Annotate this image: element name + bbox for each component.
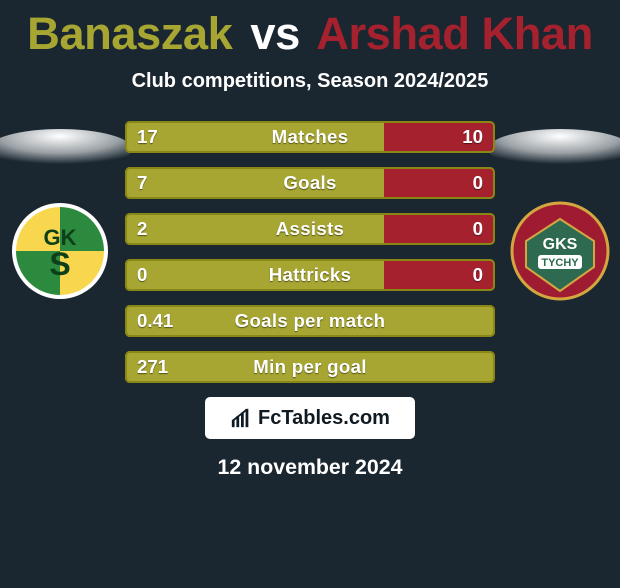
fctables-brand-text: FcTables.com	[258, 407, 390, 430]
team-left-logo: GK S	[10, 201, 110, 301]
left-side-graphic: GK S	[0, 121, 140, 281]
stat-row: 0.41 Goals per match	[125, 305, 495, 337]
stat-value-right: 0	[473, 264, 483, 286]
stat-value-left: 2	[137, 218, 147, 240]
player1-name: Banaszak	[27, 8, 232, 59]
stat-label: Assists	[276, 218, 344, 240]
stat-row: 17 10 Matches	[125, 121, 495, 153]
right-side-graphic: GKS TYCHY	[480, 121, 620, 281]
stat-value-left: 17	[137, 126, 158, 148]
fctables-badge: FcTables.com	[205, 397, 415, 439]
stat-bars: 17 10 Matches 7 0 Goals 2 0 Assists 0 0 Hattricks 0.…	[125, 121, 495, 383]
stat-value-left: 0.41	[137, 310, 173, 332]
svg-text:S: S	[49, 246, 70, 282]
stat-row: 7 0 Goals	[125, 167, 495, 199]
stat-label: Goals	[283, 172, 336, 194]
chart-icon	[230, 407, 252, 429]
stat-label: Goals per match	[235, 310, 386, 332]
bar-fill-left	[125, 213, 384, 245]
stat-value-left: 0	[137, 264, 147, 286]
stat-row: 271 Min per goal	[125, 351, 495, 383]
stat-value-right: 0	[473, 218, 483, 240]
comparison-title: Banaszak vs Arshad Khan	[0, 8, 620, 60]
player2-name: Arshad Khan	[316, 8, 593, 59]
stat-value-left: 271	[137, 356, 168, 378]
svg-text:TYCHY: TYCHY	[541, 257, 579, 269]
stat-row: 2 0 Assists	[125, 213, 495, 245]
stat-value-left: 7	[137, 172, 147, 194]
comparison-content: GK S GKS	[0, 121, 620, 480]
snapshot-date: 12 november 2024	[0, 455, 620, 480]
stat-label: Hattricks	[269, 264, 352, 286]
svg-text:GKS: GKS	[543, 236, 578, 253]
stat-label: Min per goal	[253, 356, 366, 378]
team-right-logo: GKS TYCHY	[510, 201, 610, 301]
stat-label: Matches	[272, 126, 349, 148]
stat-row: 0 0 Hattricks	[125, 259, 495, 291]
vs-text: vs	[250, 8, 299, 59]
stat-value-right: 10	[462, 126, 483, 148]
subtitle: Club competitions, Season 2024/2025	[0, 70, 620, 93]
stat-value-right: 0	[473, 172, 483, 194]
bar-fill-left	[125, 167, 384, 199]
